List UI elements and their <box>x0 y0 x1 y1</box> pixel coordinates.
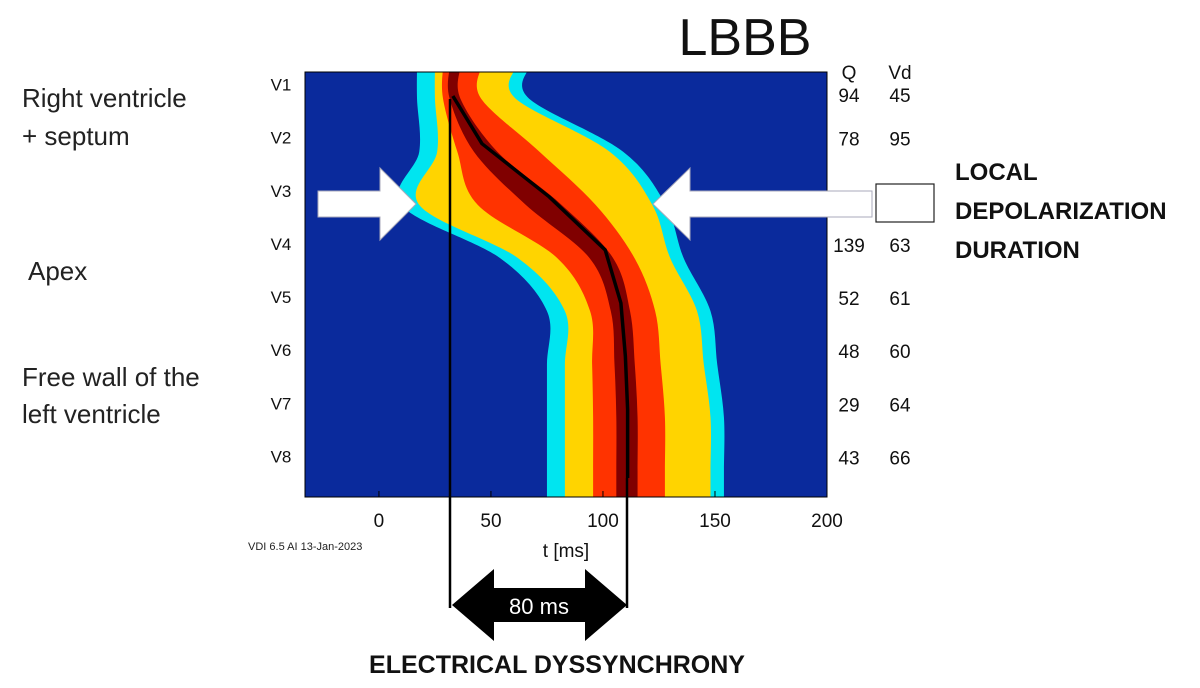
q-value: 94 <box>838 86 860 107</box>
dyssynchrony-bracket: 80 ms <box>448 99 629 641</box>
vd-value: 45 <box>889 86 910 107</box>
double-arrow <box>452 569 627 641</box>
label-septum: + septum <box>22 121 130 151</box>
lead-label: V2 <box>271 129 292 148</box>
vd-value: 61 <box>889 289 910 310</box>
vd-column-header: Vd <box>888 63 911 84</box>
arrow-left-white <box>652 166 873 242</box>
vd-highlight-box <box>875 183 935 223</box>
q-value: 139 <box>833 236 865 257</box>
label-left-ventricle: left ventricle <box>22 399 161 429</box>
lead-label: V3 <box>271 182 292 201</box>
lead-label: V1 <box>271 76 292 95</box>
arrow-right-white <box>317 166 417 242</box>
band-peak <box>447 72 638 497</box>
heatmap-plot <box>305 72 827 497</box>
label-apex: Apex <box>28 256 87 286</box>
vd-value: 60 <box>889 342 910 363</box>
label-local: LOCAL <box>955 159 1038 186</box>
label-duration: DURATION <box>955 237 1080 264</box>
x-tick-label: 50 <box>480 511 501 532</box>
chart-title: LBBB <box>679 9 812 67</box>
software-watermark: VDI 6.5 AI 13-Jan-2023 <box>248 541 362 553</box>
q-value: 29 <box>838 395 859 416</box>
plot-frame <box>304 71 828 498</box>
x-axis-label: t [ms] <box>543 541 589 562</box>
label-right-ventricle: Right ventricle <box>22 83 187 113</box>
q-column-header: Q <box>842 63 857 84</box>
interval-label: 80 ms <box>509 594 569 619</box>
lead-label: V5 <box>271 288 292 307</box>
lead-label: V4 <box>271 235 292 254</box>
x-tick-label: 200 <box>811 511 843 532</box>
vd-value: 64 <box>889 395 911 416</box>
q-value: 78 <box>838 130 859 151</box>
x-tick-label: 100 <box>587 511 619 532</box>
q-value: 52 <box>838 289 859 310</box>
lead-label: V6 <box>271 341 292 360</box>
label-depolarization: DEPOLARIZATION <box>955 198 1167 225</box>
x-tick-label: 0 <box>374 511 385 532</box>
lead-label: V7 <box>271 394 292 413</box>
x-tick-label: 150 <box>699 511 731 532</box>
q-value: 43 <box>838 448 859 469</box>
vd-value: 66 <box>889 448 910 469</box>
lead-label: V8 <box>271 447 292 466</box>
left-labels: Right ventricle + septum Apex Free wall … <box>22 83 200 429</box>
label-free-wall: Free wall of the <box>22 362 200 392</box>
right-label: LOCAL DEPOLARIZATION DURATION <box>955 159 1167 264</box>
q-value: 48 <box>838 342 859 363</box>
activation-line <box>451 95 630 478</box>
dyssynchrony-caption: ELECTRICAL DYSSYNCHRONY <box>369 651 745 679</box>
vd-value: 95 <box>889 130 910 151</box>
vd-value: 63 <box>889 236 910 257</box>
